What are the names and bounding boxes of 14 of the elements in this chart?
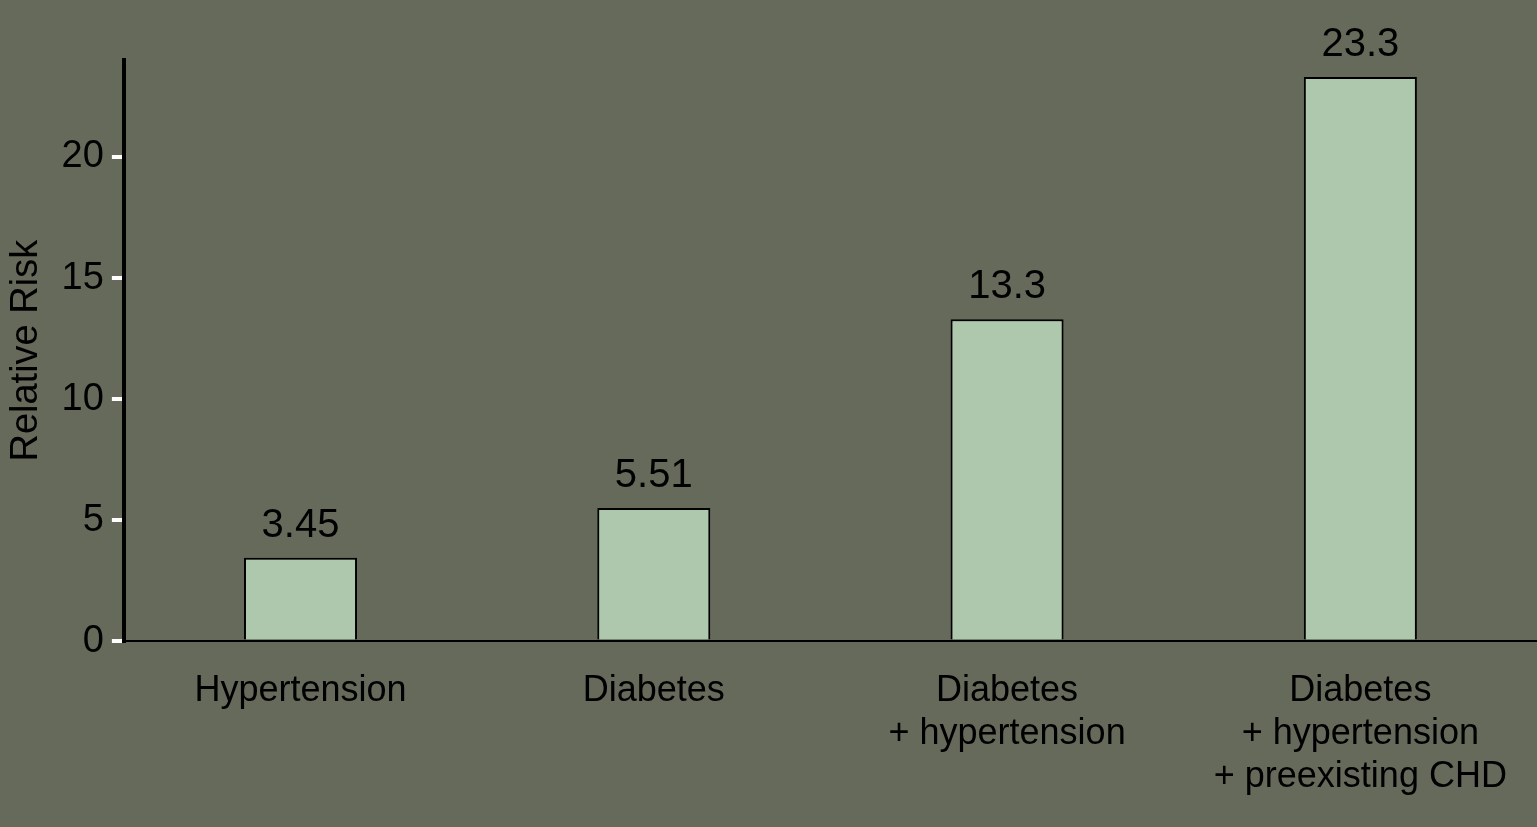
data-label: 3.45 bbox=[261, 500, 340, 545]
x-tick-label: Hypertension bbox=[194, 667, 407, 709]
y-tick-label: 0 bbox=[82, 617, 104, 660]
x-tick-label: Diabetes bbox=[582, 667, 725, 709]
data-label: 13.3 bbox=[968, 262, 1047, 307]
x-tick-label: Diabetes + hypertension + preexisting CHD bbox=[1213, 667, 1507, 796]
data-label: 23.3 bbox=[1321, 19, 1400, 64]
y-tick-label: 10 bbox=[61, 375, 104, 418]
y-tick-label: 20 bbox=[61, 133, 104, 176]
y-tick-label: 15 bbox=[61, 254, 104, 297]
x-tick-label: Diabetes + hypertension bbox=[888, 667, 1126, 753]
y-axis-title: Relative Risk bbox=[3, 238, 46, 462]
data-label: 5.51 bbox=[614, 450, 693, 495]
y-tick-label: 5 bbox=[82, 496, 104, 539]
